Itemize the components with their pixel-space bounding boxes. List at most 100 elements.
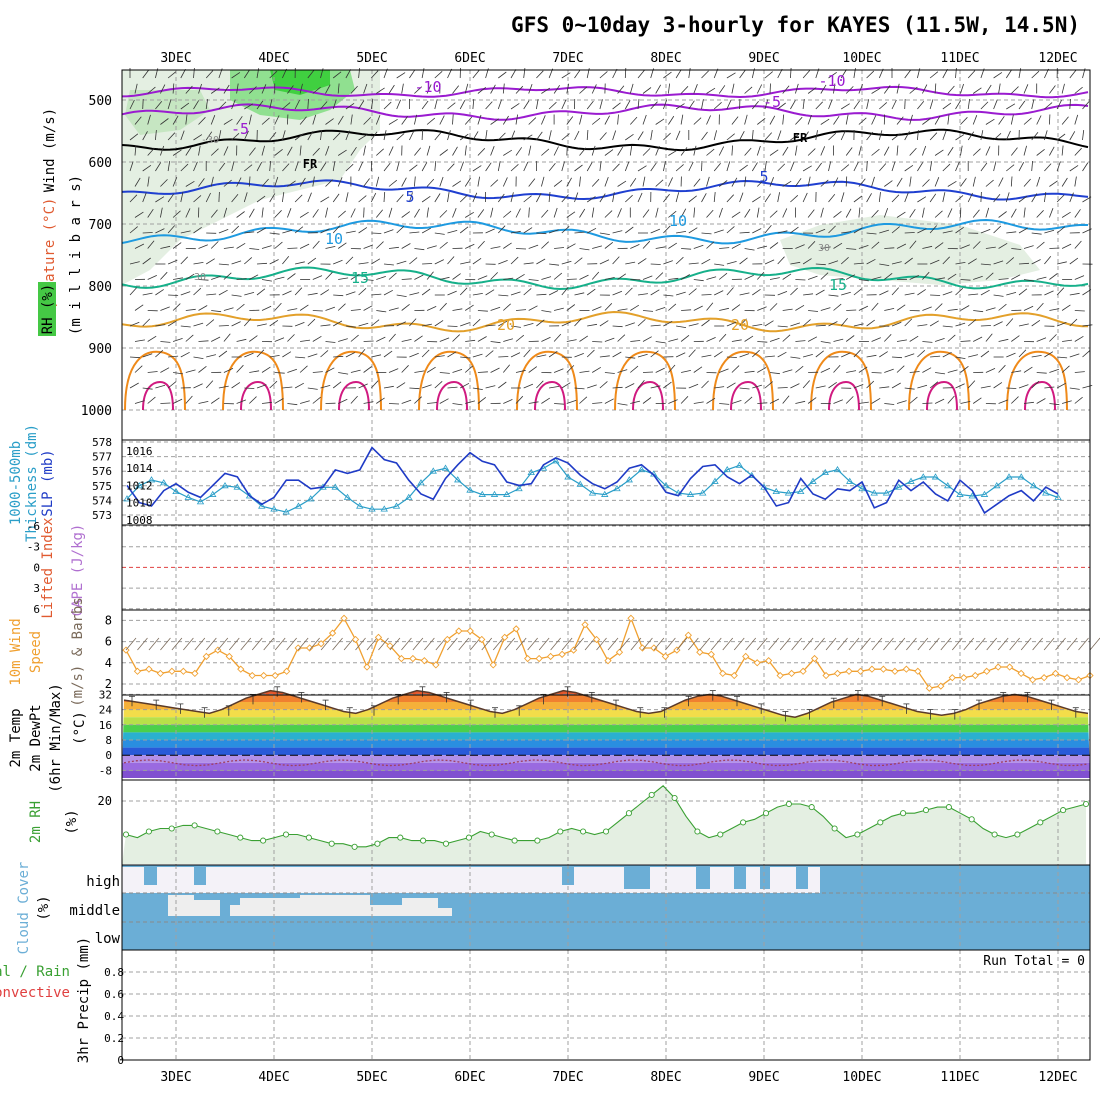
wind-barb xyxy=(663,225,671,234)
cloud-middle-clear xyxy=(168,895,194,916)
wind-barb xyxy=(701,193,707,203)
wind-barb xyxy=(249,248,260,250)
wind-barb xyxy=(764,132,772,141)
temp-band xyxy=(122,702,1090,710)
temp-band xyxy=(122,762,1090,771)
wind-barb xyxy=(350,114,353,125)
tick-label-thickness: 576 xyxy=(92,465,112,478)
wind-barb xyxy=(586,349,595,358)
wind-barb xyxy=(134,116,142,125)
wind-barb-10m xyxy=(883,637,894,651)
wind-barb xyxy=(955,322,966,327)
wind-barb xyxy=(129,133,139,141)
wind-barb xyxy=(714,290,724,296)
wind-barb xyxy=(561,226,570,234)
wind-barb xyxy=(134,365,143,373)
thickness-point xyxy=(417,479,425,486)
wind-barb xyxy=(426,366,436,373)
wind-barb xyxy=(1082,350,1091,358)
wind-barb xyxy=(371,258,381,265)
wind-barb xyxy=(287,146,293,156)
wind-barb xyxy=(1010,147,1018,156)
wind-barb xyxy=(1036,241,1045,249)
wind-barb xyxy=(553,272,563,280)
wind-barb-10m xyxy=(148,637,160,651)
wind-barb xyxy=(248,176,251,187)
wind-barb xyxy=(587,323,598,327)
wind-barb xyxy=(198,244,208,249)
wind-barb xyxy=(604,115,610,125)
wind-barb xyxy=(198,340,209,342)
wind-barb xyxy=(434,161,437,172)
wind-barb xyxy=(655,367,665,373)
wind-barb xyxy=(205,319,215,327)
wind-barbs-upper xyxy=(129,67,1093,406)
wind-barb xyxy=(332,71,342,79)
wind-barb xyxy=(739,318,747,327)
wind-barb xyxy=(871,209,879,218)
wind-speed-point xyxy=(581,621,589,629)
wind-barb xyxy=(383,162,391,172)
wind-barb xyxy=(401,278,412,280)
wind-barb xyxy=(510,291,521,296)
temperature-contour-30 xyxy=(632,380,664,411)
wind-barb xyxy=(769,149,779,156)
wind-barb xyxy=(993,133,1002,141)
wind-barb xyxy=(261,279,272,282)
wind-barb xyxy=(693,305,703,311)
wind-speed-point xyxy=(363,663,371,671)
wind-barb xyxy=(312,114,317,125)
label-cape: CAPE (J/kg) xyxy=(70,524,86,617)
wind-barb xyxy=(574,257,583,265)
wind-barb xyxy=(807,87,817,94)
wind-barb xyxy=(180,291,191,296)
wind-barb xyxy=(879,386,890,389)
wind-barb xyxy=(510,256,519,265)
wind-barb xyxy=(739,69,746,79)
thickness-point xyxy=(282,508,290,515)
thickness-point xyxy=(135,482,143,489)
wind-barb xyxy=(642,209,650,218)
wind-barb xyxy=(676,231,687,234)
wind-barb xyxy=(460,356,471,359)
wind-barb-10m xyxy=(653,637,665,651)
wind-barb xyxy=(655,307,666,311)
wind-speed-point xyxy=(1074,676,1083,684)
wind-barb xyxy=(477,240,485,249)
wind-barb xyxy=(985,307,996,311)
wind-barb xyxy=(274,241,283,249)
wind-barb xyxy=(1044,102,1053,110)
wind-barb xyxy=(464,304,474,311)
wind-barb xyxy=(464,116,473,125)
wind-barb xyxy=(1023,178,1031,187)
wind-barb xyxy=(840,164,850,172)
wind-barb xyxy=(972,397,982,404)
wind-barb xyxy=(566,304,576,311)
wind-barb xyxy=(536,193,542,203)
wind-barb xyxy=(307,318,316,327)
wind-barb xyxy=(388,118,398,125)
wind-barb xyxy=(858,178,866,187)
wind-barb xyxy=(388,333,396,342)
thickness-point xyxy=(784,489,793,496)
wind-barb xyxy=(726,72,736,79)
wind-barb xyxy=(604,398,614,404)
wind-barb xyxy=(846,248,857,250)
thickness-point xyxy=(699,489,707,496)
wind-barb xyxy=(764,71,773,79)
wind-barb xyxy=(625,194,633,203)
wind-barb xyxy=(947,273,957,280)
wind-barb-10m xyxy=(240,637,252,651)
wind-barb xyxy=(828,294,839,297)
wind-barb xyxy=(917,101,925,110)
thickness-point xyxy=(711,477,719,484)
wind-barb xyxy=(485,130,488,141)
wind-barb xyxy=(332,381,342,389)
wind-barb xyxy=(998,303,1007,311)
wind-barb xyxy=(790,261,801,265)
wind-barb xyxy=(706,397,716,404)
wind-barb xyxy=(650,162,657,172)
wind-barb xyxy=(973,275,983,280)
wind-speed-point xyxy=(305,644,314,652)
wind-speed-point xyxy=(386,642,394,650)
